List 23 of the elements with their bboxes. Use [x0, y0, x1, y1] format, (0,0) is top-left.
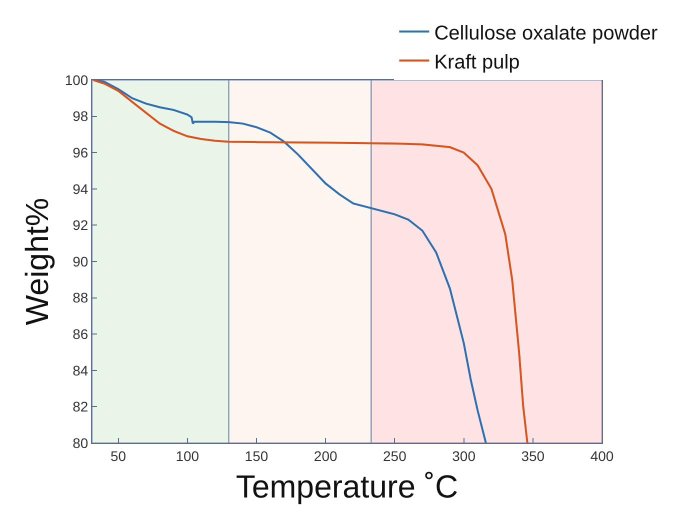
y-tick-label: 100: [64, 72, 88, 88]
y-tick-label: 82: [72, 398, 88, 415]
x-tick-label: 50: [110, 448, 126, 464]
y-tick-label: 90: [72, 253, 88, 270]
y-tick-label: 80: [72, 434, 88, 451]
x-tick-label: 300: [452, 448, 476, 464]
y-tick-label: 96: [72, 144, 88, 160]
x-tick-label: 150: [244, 448, 268, 464]
x-tick-label: 200: [314, 448, 338, 464]
y-tick-label: 84: [72, 362, 88, 378]
y-tick-label: 92: [72, 217, 88, 234]
x-tick-label: 350: [521, 448, 545, 464]
x-axis-title: Temperature ˚C: [236, 468, 458, 505]
y-tick-label: 94: [72, 180, 88, 197]
legend-label: Kraft pulp: [434, 51, 520, 74]
y-tick-label: 98: [72, 108, 88, 124]
x-tick-label: 400: [590, 448, 614, 464]
y-axis-title: Weight%: [19, 198, 56, 326]
y-tick-label: 88: [72, 290, 88, 306]
x-tick-label: 100: [176, 448, 200, 464]
x-tick-label: 250: [383, 448, 407, 464]
legend-label: Cellulose oxalate powder: [434, 22, 658, 44]
y-tick-label: 86: [72, 326, 88, 342]
